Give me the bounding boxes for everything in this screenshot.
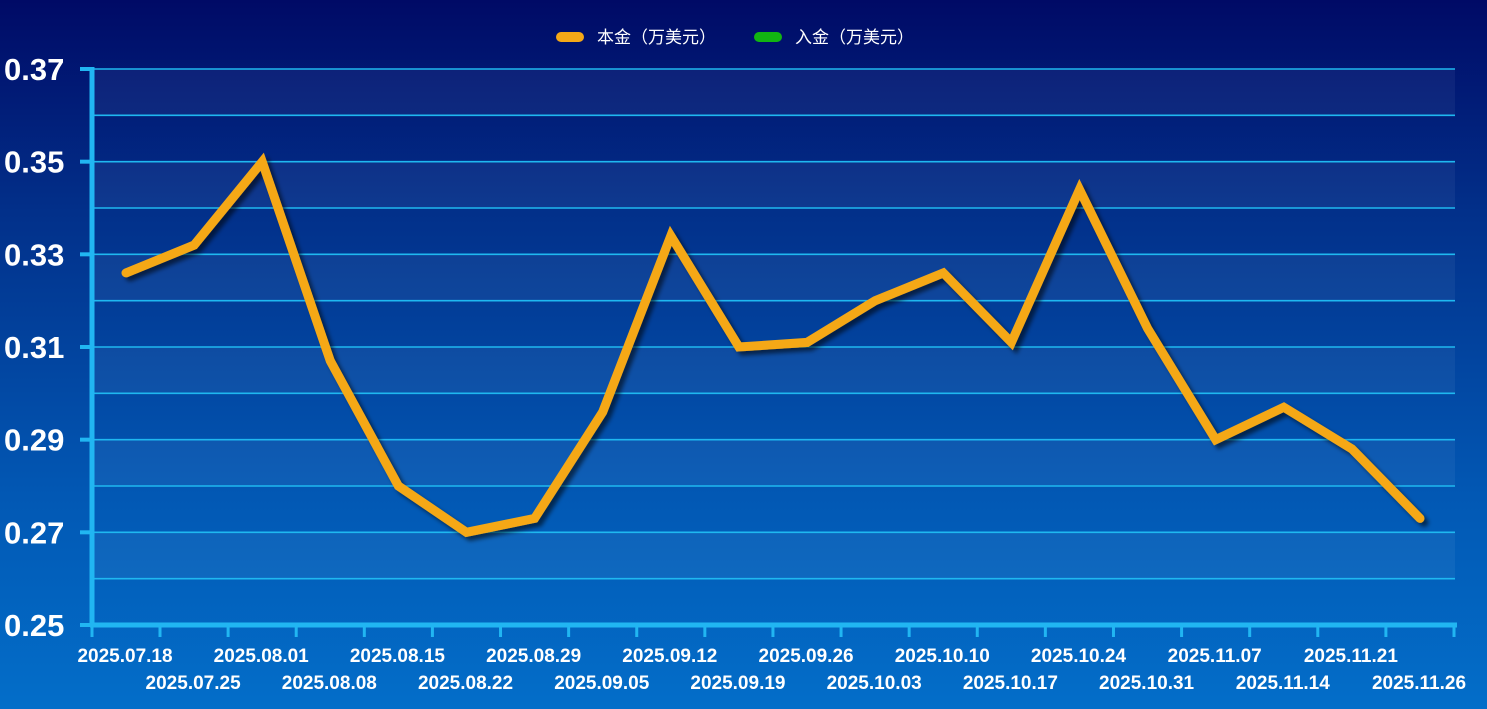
x-tick-label: 2025.11.14 [1236,673,1330,694]
y-tick-label: 0.35 [4,145,64,180]
x-tick-label: 2025.07.25 [146,673,242,694]
x-tick-label: 2025.10.10 [895,646,990,667]
legend-label: 入金（万美元） [795,28,914,48]
y-tick-label: 0.25 [4,608,64,643]
y-tick-label: 0.27 [4,515,64,550]
x-tick-label: 2025.11.21 [1304,646,1398,667]
x-tick-label: 2025.11.26 [1372,673,1466,694]
plot-band [92,532,1455,579]
x-tick-label: 2025.11.07 [1168,646,1262,667]
x-tick-label: 2025.10.03 [827,673,922,694]
x-tick-label: 2025.08.08 [282,673,377,694]
plot-band [92,254,1455,301]
y-tick-label: 0.29 [4,423,64,458]
plot-band [92,69,1455,116]
legend-item[interactable]: 本金（万美元） [556,28,716,48]
x-tick-label: 2025.09.05 [554,673,650,694]
grid-lines [92,68,1455,580]
x-tick-label: 2025.08.01 [214,646,310,667]
y-axis-ticks: 0.25 0.27 0.29 0.31 0.33 0.35 0.37 [4,52,92,643]
legend-item[interactable]: 入金（万美元） [754,28,914,48]
x-tick-label: 2025.10.24 [1031,646,1127,667]
plot-band [92,161,1455,208]
x-tick-label: 2025.09.12 [622,646,717,667]
plot-band [92,439,1455,486]
x-tick-label: 2025.09.19 [690,673,785,694]
x-tick-label: 2025.09.26 [759,646,854,667]
legend[interactable]: 本金（万美元） 入金（万美元） [556,28,914,48]
y-tick-label: 0.37 [4,52,64,87]
x-tick-label: 2025.08.15 [350,646,446,667]
series-lines [121,152,1425,538]
y-tick-label: 0.33 [4,237,64,272]
x-tick-label: 2025.08.29 [486,646,581,667]
plot-band [92,347,1455,394]
x-axis-ticks: 2025.07.18 2025.07.25 2025.08.01 2025.08.08… [77,625,1466,694]
y-tick-label: 0.31 [4,330,64,365]
legend-swatch [754,32,782,42]
x-tick-label: 2025.10.31 [1099,673,1195,694]
x-tick-label: 2025.08.22 [418,673,513,694]
series-line-1 [121,152,1425,538]
x-tick-label: 2025.07.18 [77,646,172,667]
x-tick-label: 2025.10.17 [963,673,1058,694]
legend-swatch [556,32,584,42]
plot-background [92,69,1455,579]
legend-label: 本金（万美元） [597,28,716,48]
